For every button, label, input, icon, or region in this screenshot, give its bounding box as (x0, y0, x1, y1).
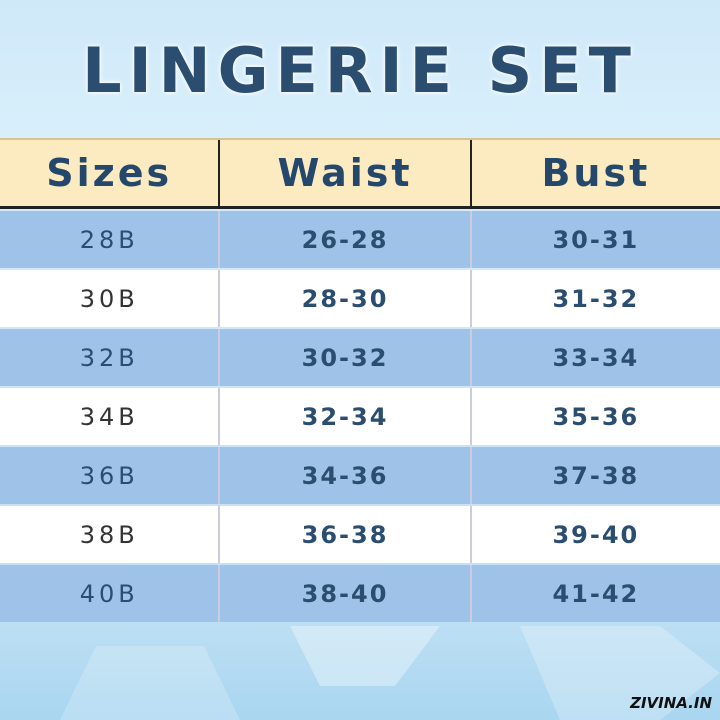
table-row: 36B 34-36 37-38 (0, 447, 720, 504)
header-sizes: Sizes (46, 151, 173, 195)
table-row: 30B 28-30 31-32 (0, 270, 720, 327)
cell-size: 38B (79, 520, 139, 549)
cell-size: 36B (79, 461, 139, 490)
table-row: 40B 38-40 41-42 (0, 565, 720, 622)
cell-bust: 37-38 (469, 447, 720, 504)
cell-bust: 35-36 (469, 388, 720, 445)
cell-waist: 36-38 (218, 506, 469, 563)
size-table: Sizes Waist Bust 28B 26-28 30-31 30B 28-30 31… (0, 138, 720, 624)
hexagon-background (0, 626, 720, 720)
header-bust: Bust (469, 140, 720, 206)
cell-waist: 28-30 (218, 270, 469, 327)
table-header: Sizes Waist Bust (0, 138, 720, 209)
cell-size: 32B (79, 343, 139, 372)
cell-waist: 34-36 (218, 447, 469, 504)
cell-bust: 33-34 (469, 329, 720, 386)
cell-bust: 41-42 (469, 565, 720, 622)
brand-watermark: ZIVINA.IN (630, 694, 712, 712)
header-waist: Waist (218, 140, 469, 206)
table-row: 38B 36-38 39-40 (0, 506, 720, 563)
table-row: 32B 30-32 33-34 (0, 329, 720, 386)
table-row: 34B 32-34 35-36 (0, 388, 720, 445)
cell-waist: 32-34 (218, 388, 469, 445)
cell-waist: 38-40 (218, 565, 469, 622)
page-title: LINGERIE SET (82, 34, 638, 107)
cell-size: 40B (79, 579, 139, 608)
cell-size: 34B (79, 402, 139, 431)
cell-bust: 30-31 (469, 211, 720, 268)
cell-size: 30B (79, 284, 139, 313)
cell-bust: 39-40 (469, 506, 720, 563)
cell-waist: 30-32 (218, 329, 469, 386)
cell-waist: 26-28 (218, 211, 469, 268)
cell-size: 28B (79, 225, 139, 254)
cell-bust: 31-32 (469, 270, 720, 327)
table-row: 28B 26-28 30-31 (0, 211, 720, 268)
